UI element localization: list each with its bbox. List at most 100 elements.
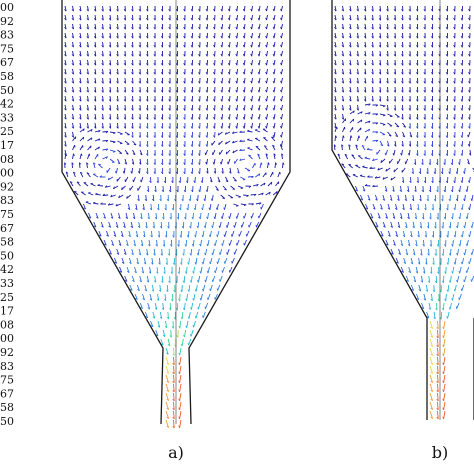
velocity-vector	[437, 374, 439, 384]
velocity-vector-head	[153, 153, 156, 156]
velocity-vector-head	[140, 244, 144, 247]
velocity-vector-head	[442, 353, 444, 357]
velocity-vector	[206, 158, 208, 165]
velocity-vector-head	[153, 36, 156, 39]
velocity-vector-head	[190, 17, 193, 21]
velocity-vector	[437, 365, 439, 375]
velocity-vector-head	[400, 243, 403, 247]
velocity-vector	[454, 257, 457, 265]
velocity-vector	[380, 203, 383, 210]
velocity-vector	[454, 203, 456, 211]
velocity-vector-head	[382, 114, 386, 117]
velocity-vector-head	[95, 216, 99, 219]
velocity-vector	[342, 23, 344, 30]
velocity-vector-head	[175, 126, 178, 129]
velocity-vector-head	[470, 198, 473, 201]
velocity-vector	[359, 194, 364, 201]
velocity-vector-head	[126, 196, 128, 199]
velocity-vector	[359, 175, 366, 178]
velocity-vector	[190, 221, 192, 229]
velocity-vector-head	[408, 81, 411, 84]
velocity-vector	[232, 176, 237, 182]
velocity-vector-head	[254, 129, 258, 131]
velocity-vector	[379, 5, 382, 12]
velocity-vector	[162, 329, 166, 337]
velocity-vector	[454, 230, 457, 238]
velocity-vector-head	[213, 63, 215, 66]
velocity-vector-head	[453, 81, 456, 84]
velocity-vector	[342, 118, 346, 124]
velocity-vector-head	[280, 53, 282, 57]
velocity-vector	[402, 230, 406, 237]
velocity-vector-head	[166, 380, 169, 383]
velocity-vector	[230, 185, 236, 190]
velocity-vector	[64, 86, 67, 93]
velocity-vector	[419, 194, 422, 201]
velocity-vector	[273, 153, 276, 160]
velocity-vector-head	[175, 162, 178, 166]
velocity-vector-head	[437, 298, 440, 302]
velocity-vector-head	[272, 62, 275, 66]
velocity-vector-head	[401, 144, 404, 147]
velocity-vector-head	[140, 179, 142, 183]
velocity-vector-head	[428, 162, 431, 166]
velocity-vector-head	[356, 63, 359, 66]
velocity-vector	[119, 266, 123, 273]
velocity-vector	[128, 257, 132, 264]
velocity-vector	[390, 221, 393, 228]
velocity-vector-head	[349, 72, 352, 75]
velocity-vector	[105, 185, 111, 188]
velocity-vector	[79, 5, 82, 12]
velocity-vector-head	[101, 117, 104, 120]
velocity-vector	[342, 50, 344, 57]
velocity-vector	[394, 140, 397, 147]
velocity-vector	[124, 176, 129, 183]
velocity-vector	[173, 410, 175, 420]
velocity-vector-head	[211, 225, 213, 229]
velocity-vector-head	[152, 226, 155, 229]
velocity-vector-head	[280, 26, 282, 30]
velocity-vector-head	[413, 162, 417, 165]
velocity-vector	[144, 284, 148, 292]
velocity-vector-head	[205, 189, 208, 192]
velocity-vector-head	[88, 192, 91, 194]
velocity-vector-head	[205, 44, 208, 48]
velocity-vector-head	[146, 126, 149, 129]
velocity-vector-head	[190, 81, 193, 84]
velocity-vector	[97, 184, 104, 187]
velocity-vector	[364, 157, 371, 160]
scale-label: 1.00	[0, 167, 14, 180]
velocity-vector-head	[238, 234, 240, 237]
velocity-vector-head	[190, 333, 192, 337]
velocity-vector	[281, 153, 283, 160]
velocity-vector-head	[395, 135, 398, 138]
velocity-vector	[204, 194, 207, 201]
velocity-vector	[390, 176, 396, 181]
velocity-vector-head	[146, 9, 149, 12]
velocity-vector-head	[137, 225, 141, 229]
velocity-vector	[372, 139, 379, 142]
velocity-vector	[109, 23, 112, 30]
velocity-vector	[456, 275, 460, 283]
velocity-vector-head	[280, 35, 282, 39]
velocity-vector-head	[125, 216, 128, 219]
velocity-vector-head	[363, 99, 367, 102]
velocity-vector	[251, 122, 253, 129]
velocity-vector-head	[455, 198, 458, 202]
velocity-vector-head	[460, 35, 463, 39]
velocity-vector	[154, 275, 157, 283]
velocity-vector-head	[198, 63, 201, 66]
velocity-vector-head	[186, 207, 189, 211]
velocity-vector-head	[242, 8, 245, 12]
velocity-vector-head	[93, 81, 97, 84]
velocity-vector-head	[363, 18, 367, 21]
velocity-vector-head	[94, 126, 97, 129]
velocity-vector	[258, 32, 261, 39]
velocity-vector	[64, 41, 67, 48]
velocity-vector-head	[393, 27, 396, 30]
scale-label: 58	[0, 401, 14, 414]
velocity-vector-head	[138, 108, 141, 111]
velocity-vector	[107, 176, 114, 181]
velocity-vector	[273, 113, 276, 120]
velocity-vector	[200, 266, 203, 274]
